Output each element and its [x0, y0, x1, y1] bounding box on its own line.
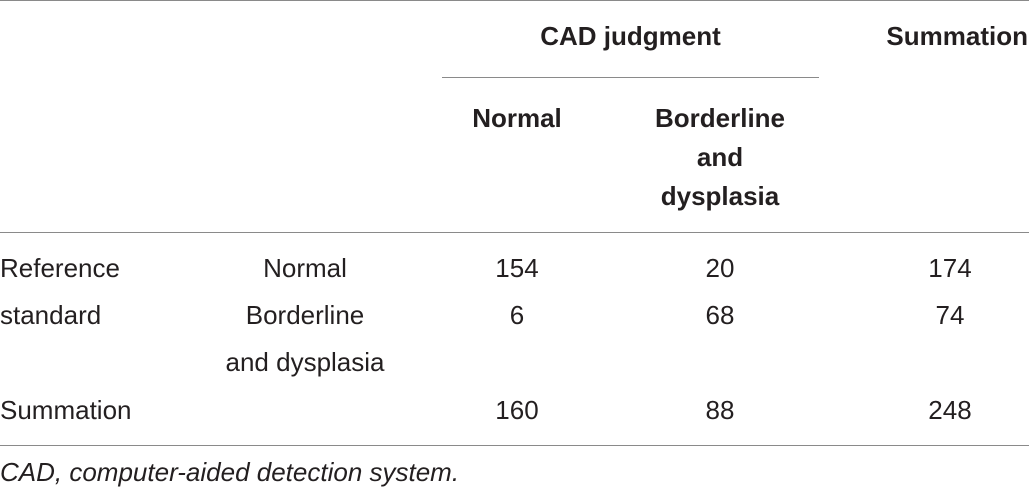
header-cad-judgment: CAD judgment	[540, 21, 721, 51]
cell-borderline: 68	[705, 300, 735, 330]
total-borderline: 88	[705, 395, 735, 425]
total-row-label: Summation	[0, 395, 132, 425]
row-label: Borderline	[245, 300, 365, 330]
top-rule	[0, 0, 1029, 1]
cell-normal: 154	[495, 253, 539, 283]
row-group-label-line1: Reference	[0, 253, 120, 283]
header-borderline-line3: dysplasia	[660, 181, 780, 211]
cell-normal: 6	[509, 300, 525, 330]
header-rule	[0, 232, 1029, 233]
bottom-rule	[0, 445, 1029, 446]
header-summation: Summation	[886, 21, 1028, 51]
total-summation: 248	[928, 395, 972, 425]
row-group-label-line2: standard	[0, 300, 102, 330]
row-label-continued: and dysplasia	[225, 347, 385, 377]
header-borderline-line2: and	[696, 142, 744, 172]
cell-summation: 174	[928, 253, 972, 283]
header-borderline-line1: Borderline	[654, 103, 786, 133]
table-footnote: CAD, computer-aided detection system.	[0, 457, 460, 487]
cell-borderline: 20	[705, 253, 735, 283]
row-label: Normal	[263, 253, 347, 283]
cell-summation: 74	[935, 300, 965, 330]
total-normal: 160	[495, 395, 539, 425]
group-rule	[442, 77, 819, 78]
header-normal: Normal	[472, 103, 562, 133]
